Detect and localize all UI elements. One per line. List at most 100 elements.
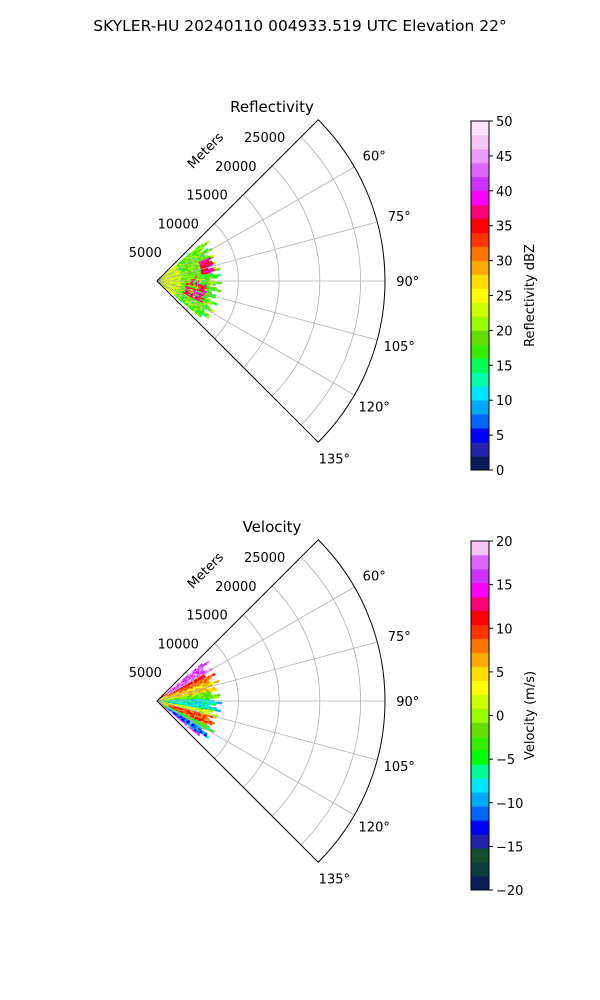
echo-cell [214, 276, 218, 279]
colorbar-swatch [471, 400, 489, 415]
colorbar-label: Velocity (m/s) [523, 671, 538, 760]
echo-cell [218, 701, 223, 705]
colorbar-swatch [471, 764, 489, 779]
range-tick-label: 10000 [158, 217, 199, 232]
azimuth-tick-label: 75° [388, 210, 411, 225]
colorbar-tick-label: 10 [496, 394, 513, 409]
azimuth-gridline [156, 700, 378, 761]
echo-cell [207, 696, 212, 699]
colorbar-swatch [471, 862, 489, 877]
colorbar-swatch [471, 582, 489, 598]
radar-echo-field [158, 240, 223, 319]
reflectivity-colorbar: 0 5 10 15 20 25 30 35 40 45 50 Reflectivity dBZ [470, 115, 538, 479]
echo-cell [214, 302, 218, 306]
echo-cell [217, 267, 221, 271]
echo-cell [213, 701, 217, 704]
sector-frame [156, 119, 386, 443]
echo-cell [210, 710, 214, 713]
echo-cell [193, 699, 197, 701]
colorbar-tick-label: 5 [496, 666, 504, 681]
echo-cell [209, 276, 213, 279]
colorbar-swatch [471, 680, 489, 695]
range-tick-label: 25000 [244, 131, 285, 146]
echo-cell [214, 688, 218, 692]
azimuth-gridline [156, 641, 378, 702]
echo-cell [198, 314, 202, 318]
echo-cell [214, 268, 218, 272]
colorbar-tick-label: −15 [496, 840, 523, 855]
colorbar-tick-label: −5 [496, 753, 515, 768]
range-tick-label: 20000 [215, 160, 256, 175]
colorbar-swatch [471, 834, 489, 849]
azimuth-tick-label: 105° [384, 760, 415, 775]
azimuth-tick-label: 75° [388, 630, 411, 645]
echo-cell [217, 693, 221, 697]
echo-cell [216, 281, 220, 285]
echo-cell [216, 701, 220, 705]
range-tick-label: 10000 [158, 637, 199, 652]
colorbar-swatch [471, 568, 489, 584]
azimuth-tick-label: 90° [396, 695, 419, 710]
echo-cell [200, 246, 205, 251]
colorbar-swatch [471, 876, 489, 891]
echo-cell [198, 698, 201, 701]
colorbar-tick-label: 20 [496, 324, 513, 339]
colorbar-swatch [471, 638, 489, 654]
colorbar-swatch [471, 121, 489, 136]
colorbar-swatch [471, 820, 489, 835]
colorbar-swatch [471, 541, 489, 556]
colorbar-tick-label: −20 [496, 884, 523, 899]
colorbar-swatch [471, 792, 489, 807]
echo-cell [197, 733, 201, 737]
reflectivity-title: Reflectivity [230, 98, 314, 116]
colorbar-tick-label: 15 [496, 579, 513, 594]
azimuth-tick-label: 105° [384, 340, 415, 355]
colorbar-swatch [471, 442, 489, 457]
azimuth-gridline [156, 221, 378, 282]
velocity-colorbar: −20 −15 −10 −5 0 5 10 15 20 Velocity (m/s) [470, 535, 538, 899]
echo-cell [212, 672, 216, 677]
colorbar-swatch [471, 778, 489, 793]
azimuth-gridline [156, 166, 355, 282]
radar-echo-field [158, 660, 223, 739]
azimuth-tick-label: 60° [363, 570, 386, 585]
colorbar-tick-label: 5 [496, 429, 504, 444]
echo-cell [205, 660, 210, 665]
colorbar-swatch [471, 162, 489, 178]
colorbar-swatch [471, 666, 489, 681]
azimuth-tick-label: 135° [319, 452, 350, 467]
colorbar-tick-label: −10 [496, 797, 523, 812]
azimuth-gridline [156, 586, 355, 702]
colorbar-swatch [471, 260, 489, 275]
colorbar-swatch [471, 848, 489, 863]
echo-cell [217, 289, 222, 293]
colorbar-label: Reflectivity dBZ [523, 244, 538, 347]
colorbar-swatch [471, 358, 489, 373]
echo-cell [210, 255, 214, 260]
echo-cell [202, 278, 206, 281]
echo-cell [210, 729, 215, 734]
echo-cell [212, 703, 216, 706]
echo-cell [213, 283, 216, 286]
echo-cell [207, 278, 210, 281]
colorbar-swatch [471, 736, 489, 751]
colorbar-tick-label: 35 [496, 220, 513, 235]
echo-cell [210, 281, 214, 284]
colorbar-swatch [471, 806, 489, 821]
echo-cell [209, 254, 214, 258]
colorbar-swatch [471, 596, 489, 612]
echo-cell [208, 691, 212, 694]
range-tick-label: 5000 [129, 666, 162, 681]
echo-cell [211, 721, 216, 725]
azimuth-tick-label: 135° [319, 872, 350, 887]
echo-cell [215, 679, 220, 684]
echo-cell [204, 278, 208, 281]
colorbar-tick-label: 25 [496, 290, 513, 305]
colorbar-swatch [471, 204, 489, 220]
colorbar-swatch [471, 386, 489, 401]
echo-cell [213, 696, 217, 699]
echo-cell [205, 315, 210, 319]
echo-cell [202, 698, 206, 701]
echo-cell [217, 709, 222, 713]
